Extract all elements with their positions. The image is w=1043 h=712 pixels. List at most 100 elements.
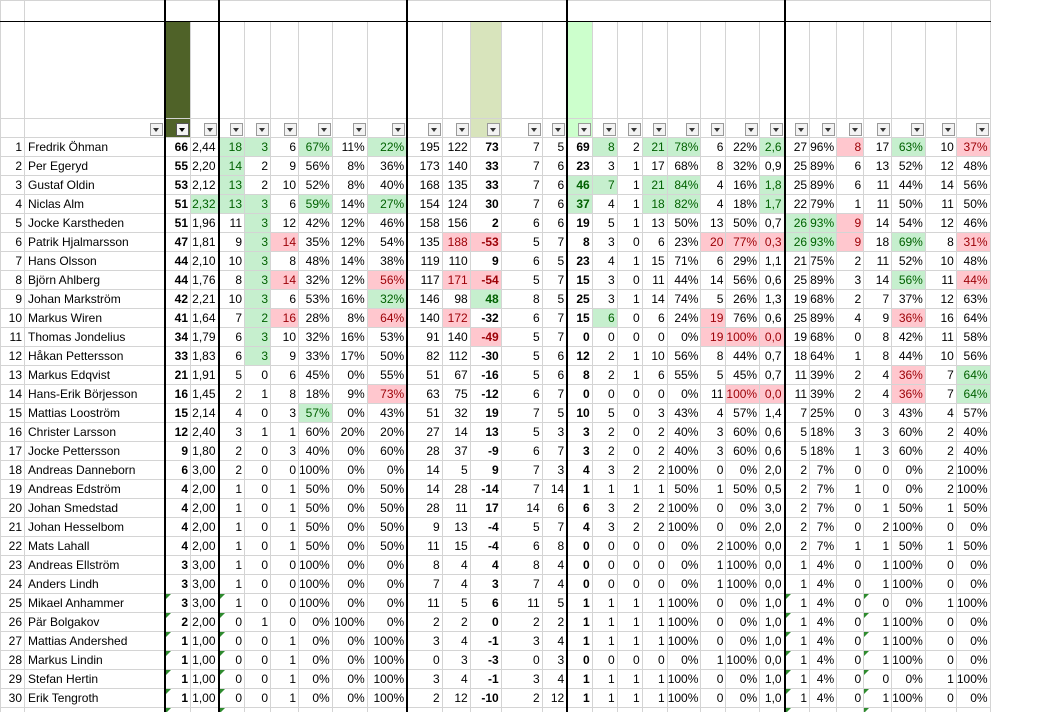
- cell-11[interactable]: 6: [469, 593, 502, 613]
- cell-25[interactable]: 8: [863, 346, 893, 366]
- cell-27[interactable]: 1: [924, 536, 957, 556]
- cell-23[interactable]: 75%: [809, 251, 838, 271]
- cell-21[interactable]: 0,0: [759, 707, 786, 712]
- filter-dropdown-icon[interactable]: [975, 123, 989, 136]
- cell-28[interactable]: 100%: [955, 593, 991, 613]
- cell-23[interactable]: 4%: [809, 707, 838, 712]
- cell-6[interactable]: 40%: [298, 441, 333, 461]
- cell-4[interactable]: 2: [244, 156, 271, 176]
- cell-26[interactable]: 36%: [891, 384, 926, 404]
- filter-dropdown-icon[interactable]: [822, 123, 836, 136]
- column-header-26[interactable]: [891, 21, 926, 119]
- cell-25[interactable]: 11: [863, 194, 893, 214]
- cell-12[interactable]: 5: [500, 346, 543, 366]
- cell-2[interactable]: 2,14: [190, 403, 219, 423]
- cell-23[interactable]: 4%: [809, 688, 838, 708]
- cell-1[interactable]: 3: [163, 574, 191, 594]
- player-name[interactable]: Mats Lahall: [24, 536, 165, 556]
- cell-5[interactable]: 6: [270, 365, 299, 385]
- filter-dropdown-icon[interactable]: [552, 123, 566, 136]
- cell-22[interactable]: 22: [783, 194, 811, 214]
- cell-28[interactable]: 37%: [955, 137, 991, 157]
- cell-4[interactable]: 0: [244, 498, 271, 518]
- cell-16[interactable]: 1: [616, 194, 643, 214]
- cell-18[interactable]: 100%: [666, 498, 702, 518]
- column-header-17[interactable]: [641, 21, 668, 119]
- cell-8[interactable]: 0%: [366, 555, 408, 575]
- cell-11[interactable]: 3: [469, 574, 502, 594]
- cell-9[interactable]: 2: [406, 612, 443, 632]
- cell-14[interactable]: 23: [566, 251, 593, 271]
- cell-19[interactable]: 5: [700, 365, 727, 385]
- cell-5[interactable]: 1: [270, 631, 299, 651]
- cell-17[interactable]: 1: [641, 612, 668, 632]
- cell-6[interactable]: 28%: [298, 308, 333, 328]
- cell-9[interactable]: 91: [406, 327, 443, 347]
- cell-24[interactable]: 0: [836, 631, 865, 651]
- cell-17[interactable]: 0: [641, 327, 668, 347]
- player-name[interactable]: Andreas Ellström: [24, 555, 165, 575]
- cell-22[interactable]: 26: [783, 232, 811, 252]
- cell-22[interactable]: 25: [783, 270, 811, 290]
- filter-dropdown-icon[interactable]: [602, 123, 616, 136]
- cell-11[interactable]: -1: [469, 669, 502, 689]
- cell-26[interactable]: 100%: [891, 707, 926, 712]
- filter-dropdown-icon[interactable]: [577, 123, 591, 136]
- cell-3[interactable]: 1: [217, 536, 245, 556]
- cell-18[interactable]: 68%: [666, 156, 702, 176]
- cell-13[interactable]: 6: [541, 175, 568, 195]
- cell-16[interactable]: 1: [616, 346, 643, 366]
- cell-27[interactable]: 1: [924, 593, 957, 613]
- column-header-23[interactable]: [809, 21, 838, 119]
- cell-6[interactable]: 53%: [298, 289, 333, 309]
- cell-5[interactable]: 14: [270, 270, 299, 290]
- column-header-7[interactable]: [331, 21, 368, 119]
- cell-2[interactable]: 2,44: [190, 137, 219, 157]
- cell-15[interactable]: 5: [591, 403, 618, 423]
- cell-13[interactable]: 7: [541, 270, 568, 290]
- cell-20[interactable]: 0%: [725, 669, 761, 689]
- cell-16[interactable]: 1: [616, 612, 643, 632]
- cell-12[interactable]: 7: [500, 479, 543, 499]
- cell-19[interactable]: 4: [700, 194, 727, 214]
- cell-20[interactable]: 0%: [725, 498, 761, 518]
- cell-3[interactable]: 2: [217, 384, 245, 404]
- cell-10[interactable]: 140: [441, 156, 471, 176]
- cell-4[interactable]: 1: [244, 384, 271, 404]
- cell-10[interactable]: 32: [441, 403, 471, 423]
- cell-9[interactable]: 14: [406, 479, 443, 499]
- cell-18[interactable]: 78%: [666, 137, 702, 157]
- cell-24[interactable]: 8: [836, 137, 865, 157]
- cell-22[interactable]: 1: [783, 612, 811, 632]
- cell-19[interactable]: 13: [700, 213, 727, 233]
- cell-6[interactable]: 60%: [298, 422, 333, 442]
- cell-18[interactable]: 40%: [666, 422, 702, 442]
- filter-dropdown-icon[interactable]: [486, 123, 500, 136]
- cell-14[interactable]: 6: [566, 498, 593, 518]
- player-name[interactable]: Patrik Hjalmarsson: [24, 232, 165, 252]
- cell-24[interactable]: 3: [836, 422, 865, 442]
- cell-27[interactable]: 0: [924, 650, 957, 670]
- cell-10[interactable]: 110: [441, 251, 471, 271]
- cell-14[interactable]: 0: [566, 536, 593, 556]
- cell-14[interactable]: 0: [566, 327, 593, 347]
- cell-10[interactable]: 15: [441, 536, 471, 556]
- cell-16[interactable]: 0: [616, 403, 643, 423]
- cell-18[interactable]: 71%: [666, 251, 702, 271]
- cell-17[interactable]: 1: [641, 669, 668, 689]
- cell-25[interactable]: 17: [863, 137, 893, 157]
- cell-25[interactable]: 1: [863, 707, 893, 712]
- cell-2[interactable]: 3,00: [190, 593, 219, 613]
- cell-24[interactable]: 2: [836, 365, 865, 385]
- cell-20[interactable]: 100%: [725, 536, 761, 556]
- cell-14[interactable]: 23: [566, 156, 593, 176]
- player-name[interactable]: Jocke Karstheden: [24, 213, 165, 233]
- cell-19[interactable]: 0: [700, 669, 727, 689]
- cell-26[interactable]: 0%: [891, 460, 926, 480]
- cell-11[interactable]: -4: [469, 536, 502, 556]
- cell-28[interactable]: 57%: [955, 403, 991, 423]
- cell-27[interactable]: 16: [924, 308, 957, 328]
- cell-26[interactable]: 50%: [891, 498, 926, 518]
- cell-23[interactable]: 93%: [809, 213, 838, 233]
- cell-11[interactable]: -9: [469, 441, 502, 461]
